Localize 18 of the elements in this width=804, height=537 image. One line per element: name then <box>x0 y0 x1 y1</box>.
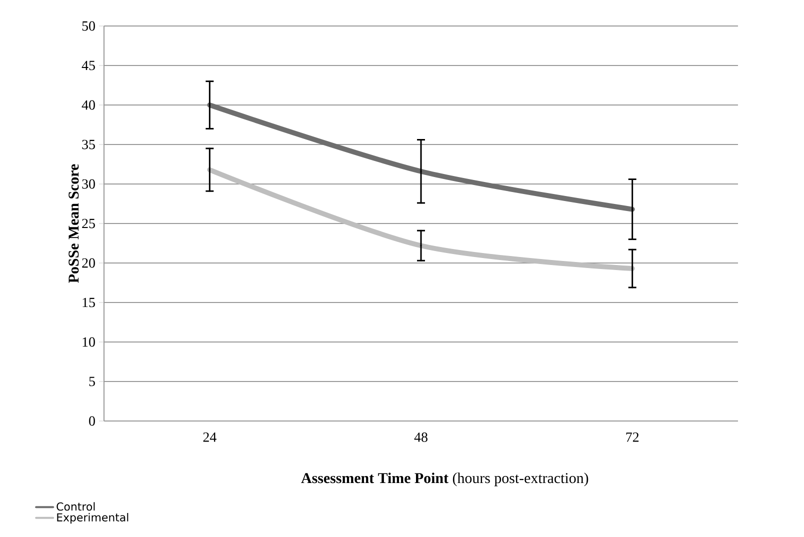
y-tick-label: 10 <box>82 337 95 347</box>
y-tick-label: 5 <box>89 376 95 386</box>
y-tick-label: 25 <box>82 218 95 228</box>
y-tick-label: 50 <box>82 21 95 31</box>
y-tick-label: 40 <box>82 100 95 110</box>
y-tick-label: 0 <box>89 416 95 426</box>
y-tick-label: 15 <box>82 298 95 308</box>
y-axis-title: PoSSe Mean Score <box>68 164 79 283</box>
x-tick-label: 72 <box>626 432 639 442</box>
legend-label: Control <box>56 502 95 511</box>
y-tick-label: 45 <box>82 60 95 70</box>
legend-label: Experimental <box>57 513 128 524</box>
y-tick-label: 30 <box>82 179 95 189</box>
x-tick-label: 48 <box>414 432 428 442</box>
x-axis-title: Assessment Time Point (hours post-extraction) <box>301 472 588 486</box>
y-tick-label: 20 <box>82 258 95 268</box>
y-tick-label: 35 <box>82 140 95 150</box>
x-tick-label: 24 <box>203 432 216 442</box>
